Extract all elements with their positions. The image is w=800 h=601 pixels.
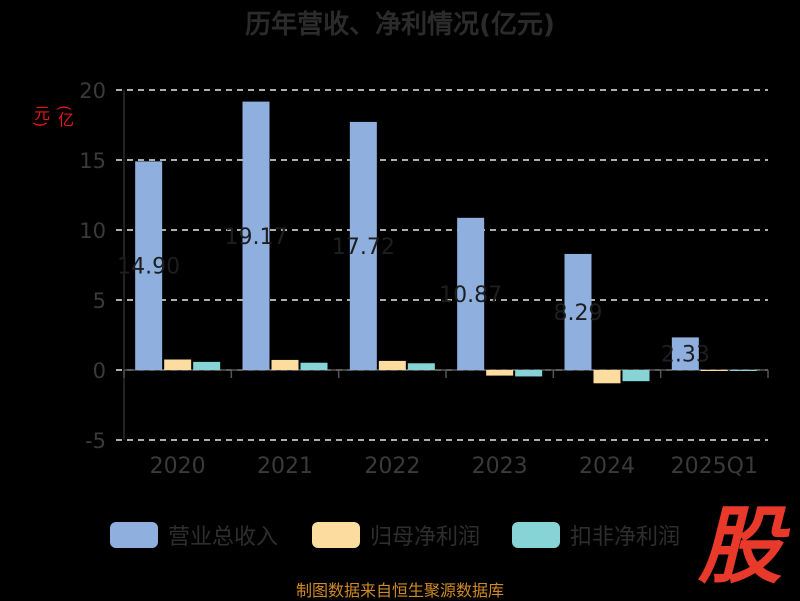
x-tick-label: 2025Q1 — [671, 454, 758, 479]
data-label: 17.72 — [332, 235, 395, 260]
bar-revenue — [135, 161, 163, 370]
x-tick-label: 2021 — [257, 454, 313, 479]
legend-item-revenue[interactable]: 营业总收入 — [110, 515, 278, 555]
chart-title: 历年营收、净利情况(亿元) — [245, 10, 555, 40]
bar-deducted-net-profit — [729, 370, 757, 371]
bar-deducted-net-profit — [515, 370, 543, 377]
legend: 营业总收入 归母净利润 扣非净利润 — [0, 515, 800, 555]
data-label: 8.29 — [554, 301, 603, 326]
legend-swatch-revenue — [110, 522, 158, 548]
bar-revenue — [564, 253, 592, 370]
legend-label-revenue: 营业总收入 — [168, 525, 279, 550]
legend-item-net-profit[interactable]: 归母净利润 — [312, 515, 480, 555]
y-tick-label: 0 — [93, 359, 106, 383]
bar-net-profit — [271, 359, 299, 370]
data-label: 19.17 — [225, 225, 288, 250]
source-note: 制图数据来自恒生聚源数据库 — [295, 581, 504, 600]
y-tick-label: 5 — [93, 289, 106, 313]
bar-net-profit — [378, 360, 406, 370]
legend-swatch-net-profit — [312, 522, 360, 548]
bar-deducted-net-profit — [407, 363, 435, 370]
x-tick-label: 2024 — [579, 454, 635, 479]
y-tick-label: 20 — [79, 79, 106, 103]
data-label: 14.90 — [117, 255, 180, 280]
x-tick-label: 2022 — [364, 454, 420, 479]
y-tick-label: -5 — [85, 429, 106, 453]
y-tick-label: 10 — [79, 219, 106, 243]
bar-deducted-net-profit — [622, 370, 650, 382]
data-label: 2.33 — [661, 343, 710, 368]
y-tick-label: 15 — [79, 149, 106, 173]
y-axis-unit-label: (亿元) — [31, 104, 74, 128]
data-label: 10.87 — [439, 283, 502, 308]
bar-revenue — [457, 217, 485, 370]
bar-net-profit — [486, 370, 514, 376]
bar-deducted-net-profit — [300, 362, 328, 370]
bar-deducted-net-profit — [193, 361, 221, 370]
x-tick-label: 2023 — [472, 454, 528, 479]
legend-label-net-profit: 归母净利润 — [370, 525, 481, 550]
bar-net-profit — [700, 370, 728, 371]
legend-label-deducted-net-profit: 扣非净利润 — [570, 525, 681, 550]
bar-net-profit — [593, 370, 621, 384]
bar-revenue — [242, 101, 270, 371]
x-tick-label: 2020 — [150, 454, 206, 479]
bar-revenue — [349, 121, 377, 370]
legend-item-deducted-net-profit[interactable]: 扣非净利润 — [512, 515, 680, 555]
bar-net-profit — [164, 359, 192, 370]
brand-logo: 股 — [697, 497, 782, 595]
legend-swatch-deducted-net-profit — [512, 522, 560, 548]
bar-revenue — [671, 337, 699, 370]
